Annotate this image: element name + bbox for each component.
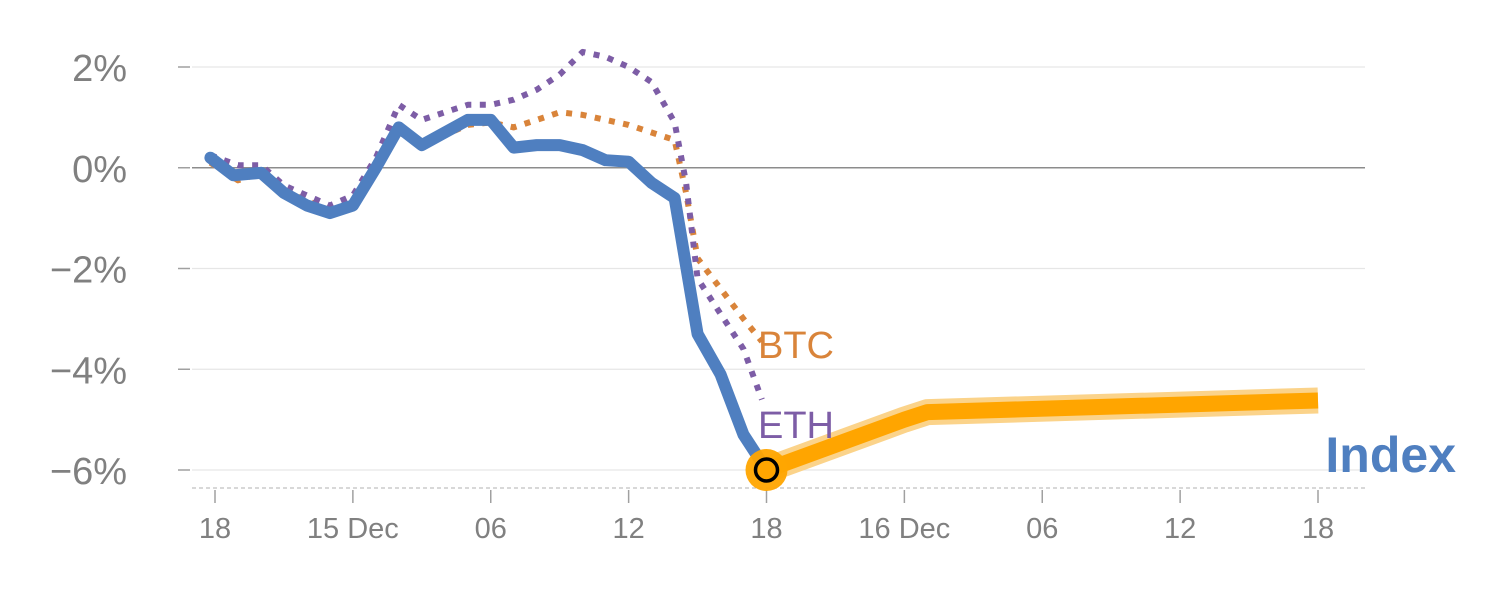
y-tick-label-4: −6% [50,451,127,493]
x-tick-label-5: 16 Dec [858,513,950,545]
x-tick-label-8: 18 [1302,513,1334,545]
y-tick-label-1: 0% [72,149,127,191]
series-layer [204,48,1319,483]
series-line-index [204,113,773,476]
series-label-btc: BTC [758,325,834,367]
x-tick-label-6: 06 [1026,513,1058,545]
series-label-index: Index [1325,427,1456,483]
x-tick-label-0: 18 [199,513,231,545]
label-layer: 2% 0% −2% −4% −6% 18 15 Dec 06 12 18 16 Dec 06 12 18 B… [50,48,1456,545]
x-tick-label-3: 12 [612,513,644,545]
marker-layer [745,449,788,491]
y-tick-label-0: 2% [72,48,127,90]
y-tick-label-2: −2% [50,250,127,292]
series-line-eth [209,48,765,401]
x-tick-label-7: 12 [1164,513,1196,545]
series-line-index-projection [763,392,1319,478]
x-tick-label-4: 18 [750,513,782,545]
y-tick-label-3: −4% [50,350,127,392]
current-point-marker [753,457,780,483]
x-tick-label-1: 15 Dec [307,513,399,545]
x-tick-label-2: 06 [475,513,507,545]
series-label-eth: ETH [758,405,834,447]
